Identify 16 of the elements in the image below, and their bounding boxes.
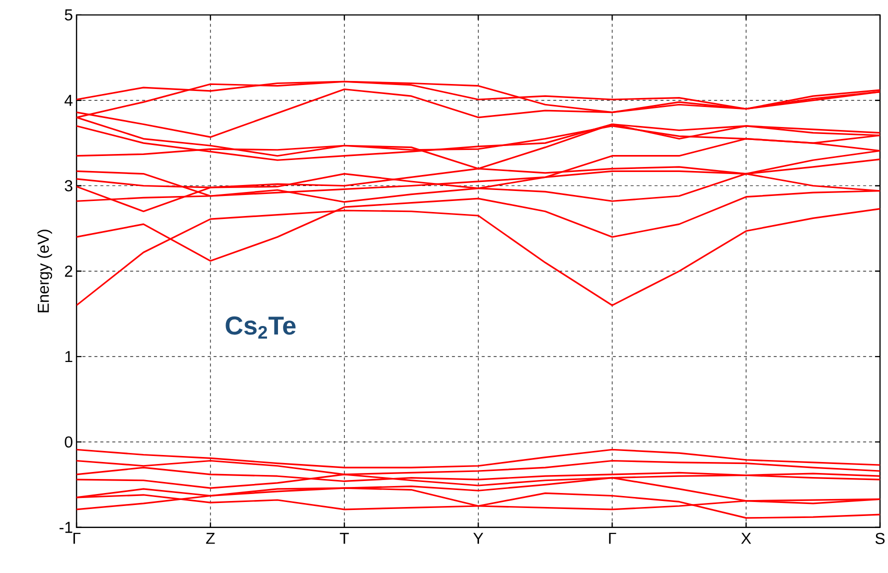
y-tick-label: 2 bbox=[64, 266, 72, 277]
y-tick-label: 3 bbox=[64, 180, 72, 192]
x-tick-label: S bbox=[875, 532, 885, 544]
x-tick-label: Γ bbox=[609, 532, 616, 544]
y-tick-label: -1 bbox=[60, 522, 72, 533]
y-tick-label: 4 bbox=[64, 94, 73, 106]
y-axis-title: Energy (eV) bbox=[37, 230, 52, 312]
x-tick-label: T bbox=[340, 532, 349, 544]
x-tick-label: Γ bbox=[73, 532, 80, 544]
x-tick-label: Z bbox=[206, 532, 215, 544]
y-tick-label: 1 bbox=[65, 350, 72, 362]
annotation: Cs$_{2}$Te bbox=[226, 316, 296, 338]
x-tick-label: Y bbox=[473, 532, 484, 544]
y-tick-label: 0 bbox=[64, 436, 72, 448]
y-tick-label: 5 bbox=[64, 9, 72, 20]
x-tick-label: X bbox=[741, 532, 752, 544]
